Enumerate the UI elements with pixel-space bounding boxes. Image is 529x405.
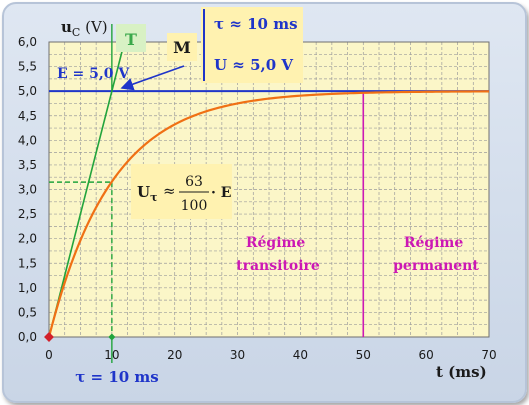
x-tick-label: 30 — [230, 348, 245, 362]
y-tick-label: 2,5 — [18, 207, 37, 221]
y-axis-subscript: C — [72, 26, 80, 39]
formula-approx: ≈ — [163, 182, 176, 200]
formula-u: U — [137, 183, 150, 201]
y-tick-label: 1,0 — [18, 281, 37, 295]
tau-axis-label: τ = 10 ms — [75, 368, 159, 386]
tangent-line — [48, 41, 126, 338]
tau-axis-marker — [108, 333, 116, 341]
y-tick-label: 6,0 — [18, 35, 37, 49]
formula-numerator: 63 — [185, 174, 203, 190]
y-tick-label: 5,5 — [18, 60, 37, 74]
regime-permanent-line1: Régime — [404, 235, 463, 251]
y-tick-label: 3,5 — [18, 158, 37, 172]
m-label: M — [173, 38, 191, 57]
regime-transitoire-line2: transitoire — [236, 258, 320, 274]
y-tick-label: 3,0 — [18, 183, 37, 197]
result-box — [201, 7, 303, 83]
regime-permanent-line2: permanent — [393, 258, 479, 274]
charging-curve — [47, 90, 490, 338]
x-tick-label: 50 — [356, 348, 371, 362]
t-label-box — [116, 24, 146, 52]
y-tick-label: 0,5 — [18, 305, 37, 319]
y-axis-title: uC (V) — [61, 18, 108, 39]
formula-denominator: 100 — [181, 198, 208, 214]
x-tick-label: 0 — [45, 348, 53, 362]
e-label: E = 5,0 V — [57, 66, 130, 82]
y-axis-unit: (V) — [80, 18, 107, 36]
y-tick-label: 4,5 — [18, 109, 37, 123]
y-axis-symbol: u — [61, 18, 72, 36]
y-tick-label: 5,0 — [18, 84, 37, 98]
u-result-label: U ≈ 5,0 V — [214, 56, 293, 74]
x-tick-label: 40 — [293, 348, 308, 362]
y-tick-label: 1,5 — [18, 256, 37, 270]
y-tick-label: 0,0 — [18, 330, 37, 344]
tau-result-label: τ ≈ 10 ms — [214, 15, 298, 33]
x-tick-label: 70 — [481, 348, 496, 362]
y-tick-label: 4,0 — [18, 133, 37, 147]
x-axis-title: t (ms) — [436, 363, 487, 381]
m-pointer-arrow — [120, 65, 185, 91]
formula-right: · E — [211, 185, 231, 201]
formula-tau-subscript: τ — [150, 191, 157, 204]
x-tick-label: 60 — [419, 348, 434, 362]
regime-transitoire-label: Régime transitoire — [236, 235, 320, 274]
formula-left: Uτ — [137, 183, 158, 204]
m-label-box — [167, 33, 197, 61]
y-tick-label: 2,0 — [18, 232, 37, 246]
t-label: T — [125, 30, 137, 49]
regime-permanent-label: Régime permanent — [393, 235, 479, 274]
regime-transitoire-line1: Régime — [246, 235, 305, 251]
x-tick-label: 20 — [167, 348, 182, 362]
